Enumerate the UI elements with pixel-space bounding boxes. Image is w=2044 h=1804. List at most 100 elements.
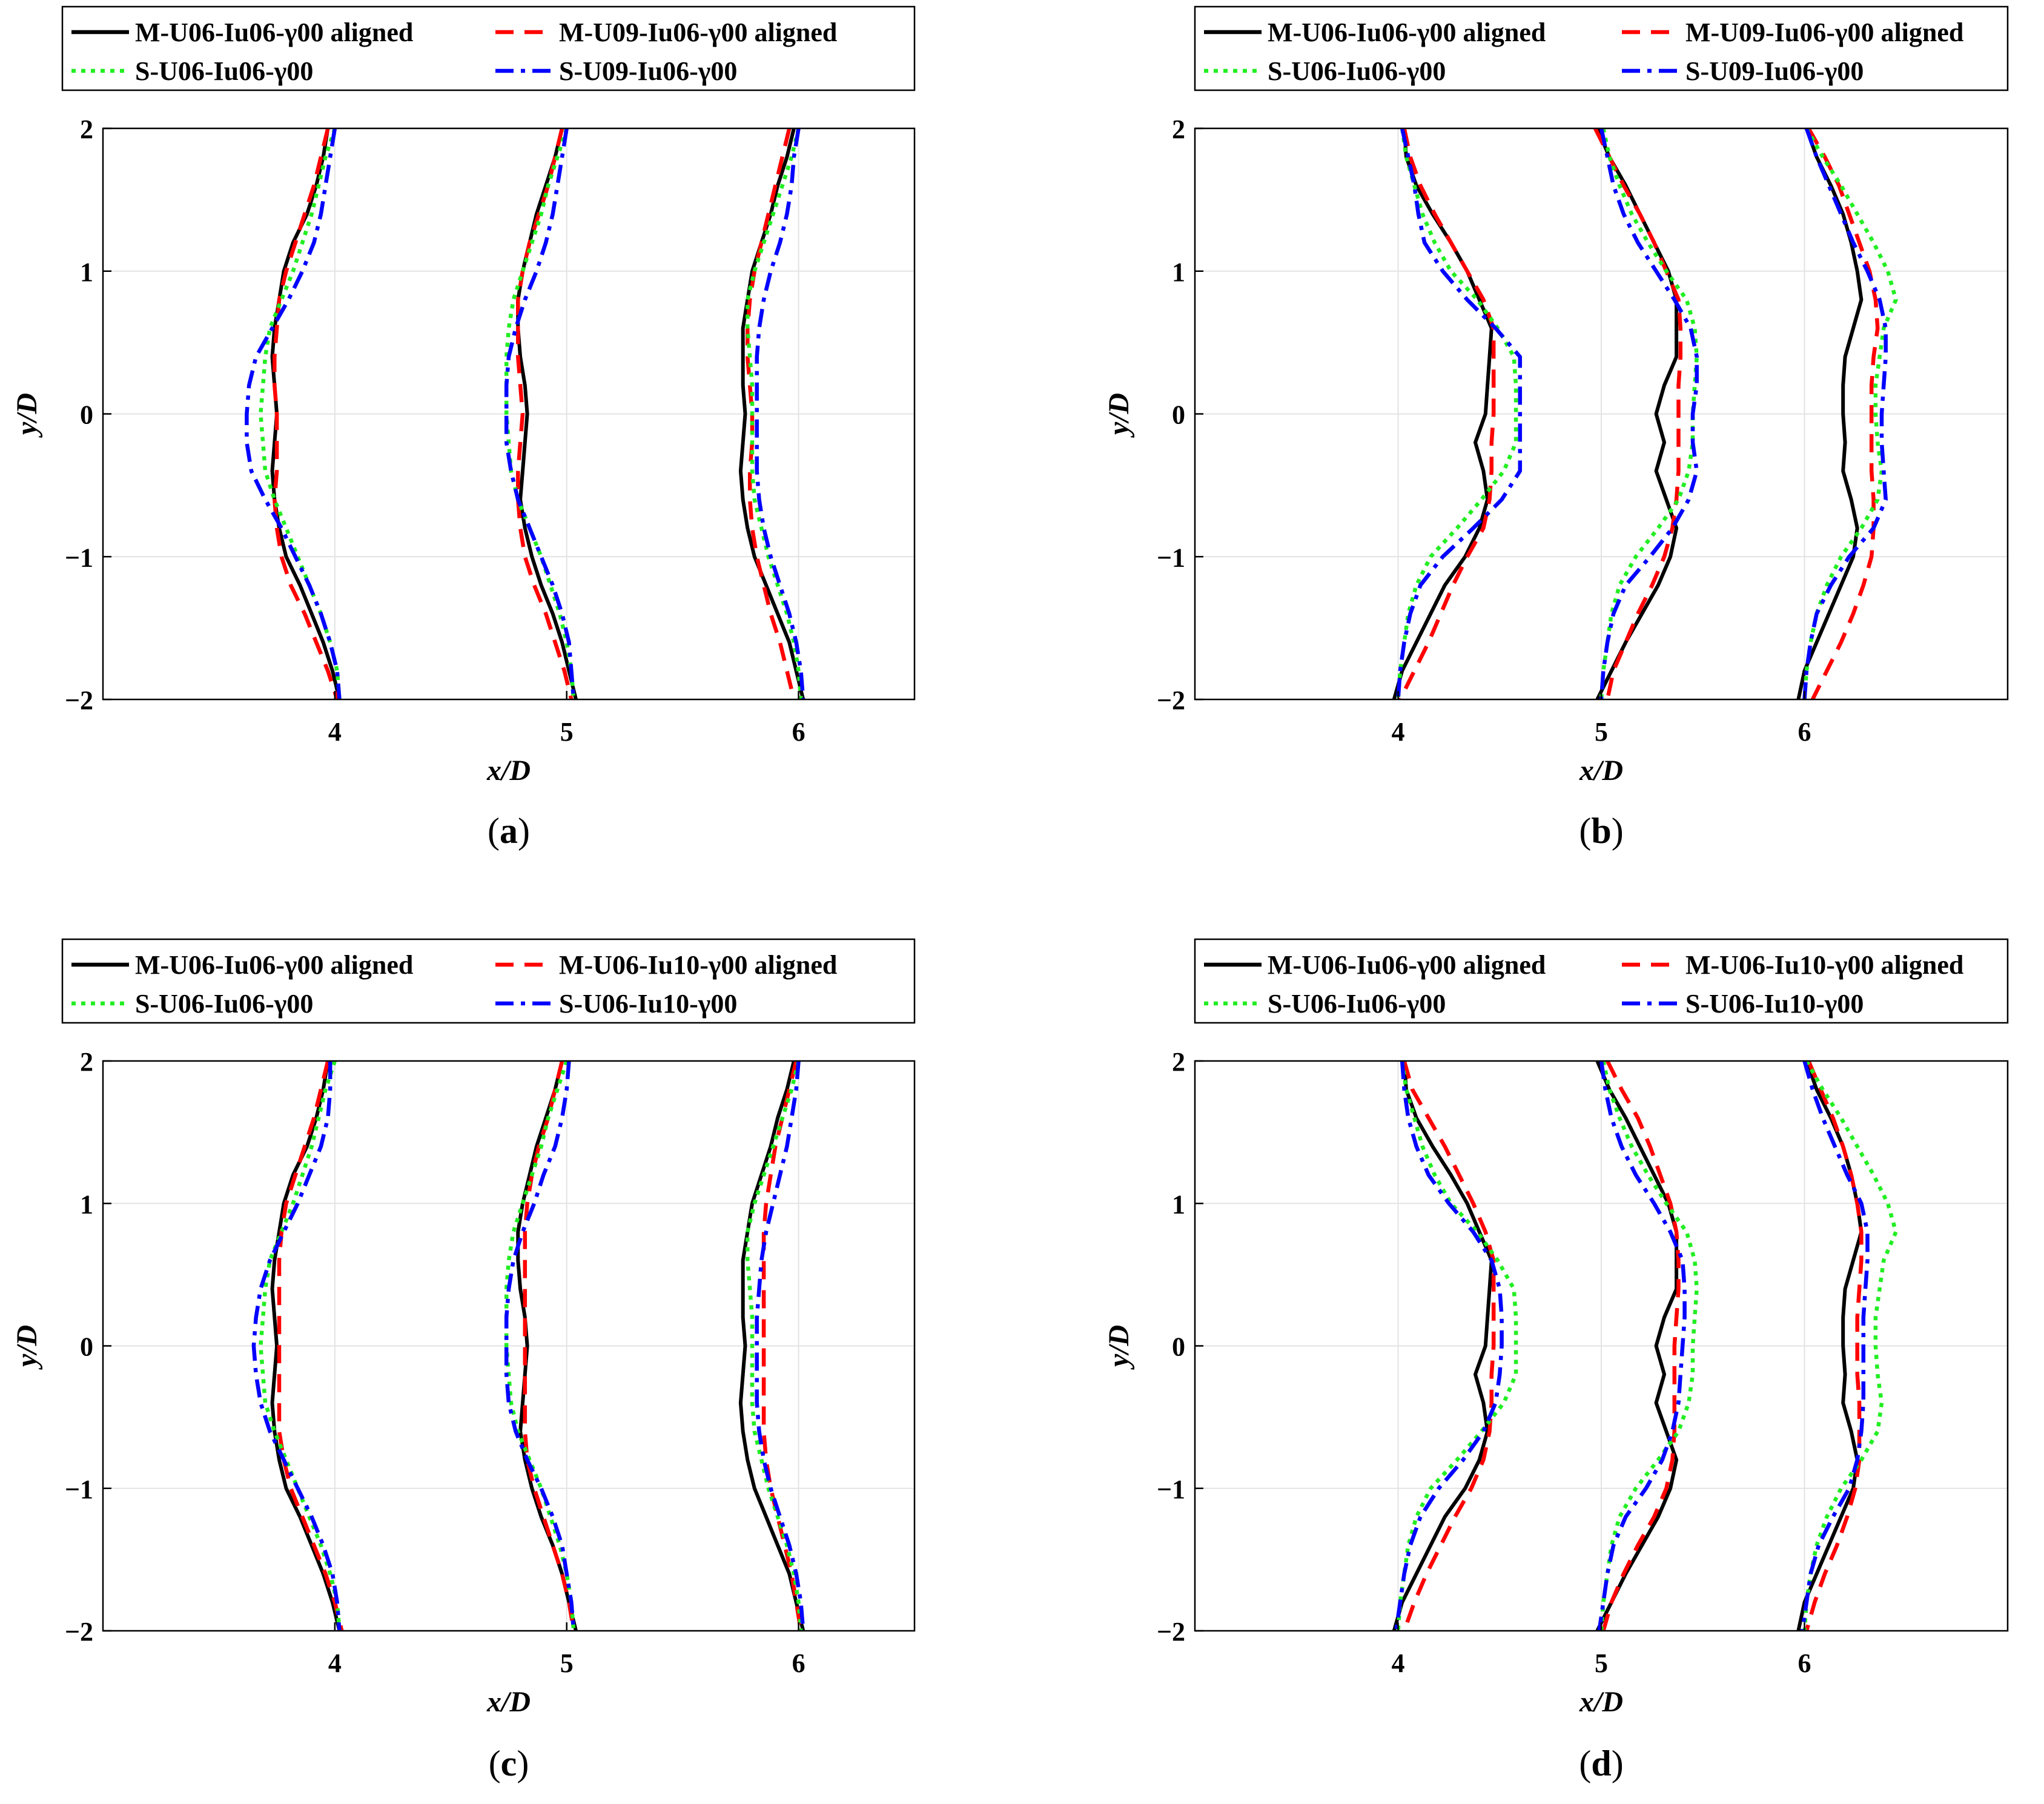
y-tick-label: 1 [1172, 257, 1185, 287]
series-3-profile-3-line [1802, 1061, 1898, 1631]
y-tick-label: 0 [80, 1332, 93, 1362]
legend-entry-1: M-U06-Iu06-γ00 aligned [135, 950, 413, 980]
legend-entry-2: M-U09-Iu06-γ00 aligned [559, 18, 837, 47]
y-tick-label: 2 [1172, 1047, 1185, 1077]
panel-caption: (a) [488, 811, 530, 851]
series-4-profile-2-line [1599, 128, 1699, 699]
x-axis-label: x/D [1579, 1686, 1623, 1718]
y-tick-label: 1 [80, 1189, 93, 1219]
series-lines [1392, 1061, 1898, 1631]
series-2-profile-1-line [1402, 1061, 1496, 1631]
series-3-profile-3-line [746, 128, 803, 699]
legend-entry-2: M-U06-Iu10-γ00 aligned [1685, 950, 1963, 980]
series-4-profile-3-line [1802, 128, 1888, 699]
legend-entry-1: M-U06-Iu06-γ00 aligned [1268, 18, 1546, 47]
x-tick-label: 5 [1595, 1648, 1608, 1678]
y-tick-label: 0 [80, 400, 93, 430]
series-4-profile-3-line [1800, 1061, 1870, 1631]
series-3-profile-2-line [504, 128, 576, 699]
series-4-profile-2-line [504, 128, 576, 699]
x-tick-label: 4 [328, 717, 342, 747]
legend-box [61, 5, 916, 91]
legend-entry-1: M-U06-Iu06-γ00 aligned [135, 18, 413, 47]
x-tick-label: 6 [1798, 717, 1811, 747]
series-2-profile-1-line [273, 128, 339, 699]
legend: M-U06-Iu06-γ00 aligned M-U06-Iu10-γ00 ali… [1194, 938, 2009, 1024]
legend-entry-4: S-U09-Iu06-γ00 [559, 56, 737, 86]
legend-entry-3: S-U06-Iu06-γ00 [135, 56, 313, 86]
legend: M-U06-Iu06-γ00 aligned M-U09-Iu06-γ00 ali… [61, 5, 916, 91]
series-4-profile-3-line [755, 1061, 805, 1631]
legend-entry-2: M-U06-Iu10-γ00 aligned [559, 950, 837, 980]
y-tick-label: −1 [65, 543, 93, 572]
legend-box [1194, 938, 2009, 1024]
series-2-profile-2-line [516, 128, 574, 699]
series-3-profile-2-line [504, 1061, 576, 1631]
series-4-profile-1-line [245, 128, 342, 699]
series-4-profile-3-line [755, 128, 805, 699]
y-tick-label: −1 [1157, 1475, 1185, 1504]
panel-caption: (c) [489, 1743, 529, 1783]
y-tick-label: 1 [80, 257, 93, 287]
y-axis-label: y/D [1103, 393, 1135, 438]
x-tick-label: 6 [792, 1648, 805, 1678]
series-2-profile-3-line [1807, 128, 1880, 699]
legend: M-U06-Iu06-γ00 aligned M-U09-Iu06-γ00 ali… [1194, 5, 2009, 91]
legend-entry-3: S-U06-Iu06-γ00 [1268, 989, 1446, 1019]
series-3-profile-1-line [259, 1061, 342, 1631]
panel-caption: (d) [1579, 1743, 1623, 1783]
legend-entry-4: S-U06-Iu10-γ00 [559, 989, 737, 1019]
legend-entry-3: S-U06-Iu06-γ00 [135, 989, 313, 1019]
y-tick-label: −2 [1157, 686, 1185, 715]
legend: M-U06-Iu06-γ00 aligned M-U06-Iu10-γ00 ali… [61, 938, 916, 1024]
x-tick-label: 5 [560, 1648, 574, 1678]
series-2-profile-1-line [1398, 128, 1496, 699]
series-lines [1392, 128, 1898, 699]
x-tick-label: 4 [328, 1648, 342, 1678]
x-axis-label: x/D [1579, 755, 1623, 787]
series-lines [245, 128, 805, 699]
y-tick-label: 0 [1172, 400, 1185, 430]
legend-entry-4: S-U09-Iu06-γ00 [1685, 56, 1864, 86]
series-3-profile-1-line [1396, 1061, 1518, 1631]
x-tick-label: 4 [1392, 717, 1405, 747]
series-4-profile-1-line [1394, 1061, 1504, 1631]
series-3-profile-3-line [1802, 128, 1898, 699]
y-axis-label: y/D [1103, 1325, 1135, 1370]
y-axis-label: y/D [11, 393, 43, 438]
panel-caption: (b) [1579, 811, 1623, 851]
y-tick-label: 2 [80, 1047, 93, 1077]
x-axis-label: x/D [486, 755, 531, 787]
x-tick-label: 6 [1798, 1648, 1811, 1678]
y-tick-label: −1 [1157, 543, 1185, 572]
series-1-profile-3-line [738, 1061, 805, 1631]
series-1-profile-1-line [1392, 1061, 1493, 1631]
legend-entry-1: M-U06-Iu06-γ00 aligned [1268, 950, 1546, 980]
y-tick-label: −2 [65, 1617, 93, 1647]
x-tick-label: 4 [1392, 1648, 1405, 1678]
x-tick-label: 6 [792, 717, 805, 747]
x-axis-label: x/D [486, 1686, 531, 1718]
x-tick-label: 5 [560, 717, 574, 747]
series-lines [251, 1061, 805, 1631]
legend-box [61, 938, 916, 1024]
legend-entry-3: S-U06-Iu06-γ00 [1268, 56, 1446, 86]
series-2-profile-3-line [746, 128, 796, 699]
series-4-profile-1-line [251, 1061, 342, 1631]
y-tick-label: −1 [65, 1475, 93, 1504]
series-3-profile-3-line [746, 1061, 803, 1631]
series-2-profile-2-line [1593, 128, 1683, 699]
series-3-profile-1-line [1396, 128, 1518, 699]
series-2-profile-3-line [1804, 1061, 1864, 1631]
y-tick-label: 2 [1172, 114, 1185, 144]
series-4-profile-1-line [1396, 128, 1523, 699]
legend-entry-4: S-U06-Iu10-γ00 [1685, 989, 1864, 1019]
legend-entry-2: M-U09-Iu06-γ00 aligned [1685, 18, 1963, 47]
y-tick-label: 2 [80, 114, 93, 144]
series-1-profile-2-line [1595, 1061, 1679, 1631]
